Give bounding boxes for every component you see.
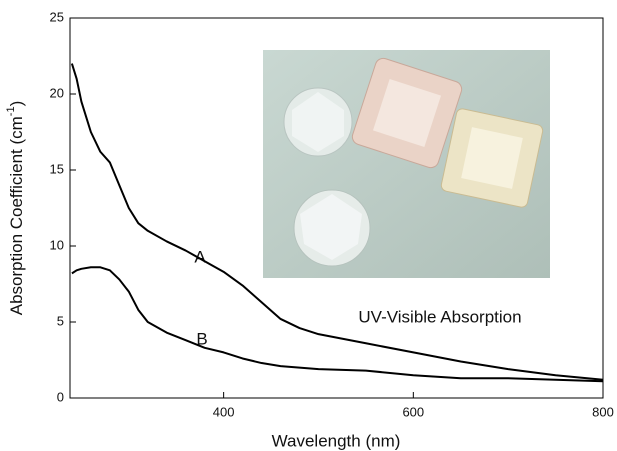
y-tick-label: 10 <box>50 237 64 252</box>
y-axis-label-end: ) <box>7 101 26 107</box>
y-tick-label: 5 <box>57 313 64 328</box>
annotation: UV-Visible Absorption <box>358 307 521 326</box>
inset-photo <box>263 50 550 278</box>
y-axis-label-text: Absorption Coefficient (cm <box>7 116 26 315</box>
chart: A B UV-Visible Absorption Wavelength (nm… <box>0 0 617 451</box>
y-tick-label: 25 <box>50 9 64 24</box>
y-axis-label: Absorption Coefficient (cm-1) <box>5 101 27 316</box>
series-line <box>72 267 603 381</box>
x-tick-label: 400 <box>213 404 235 419</box>
y-tick-label: 20 <box>50 85 64 100</box>
x-tick-label: 800 <box>592 404 614 419</box>
x-axis-label: Wavelength (nm) <box>272 431 401 450</box>
y-axis-label-sup: -1 <box>5 106 17 116</box>
y-tick-label: 0 <box>57 389 64 404</box>
x-tick-label: 600 <box>402 404 424 419</box>
y-tick-label: 15 <box>50 161 64 176</box>
